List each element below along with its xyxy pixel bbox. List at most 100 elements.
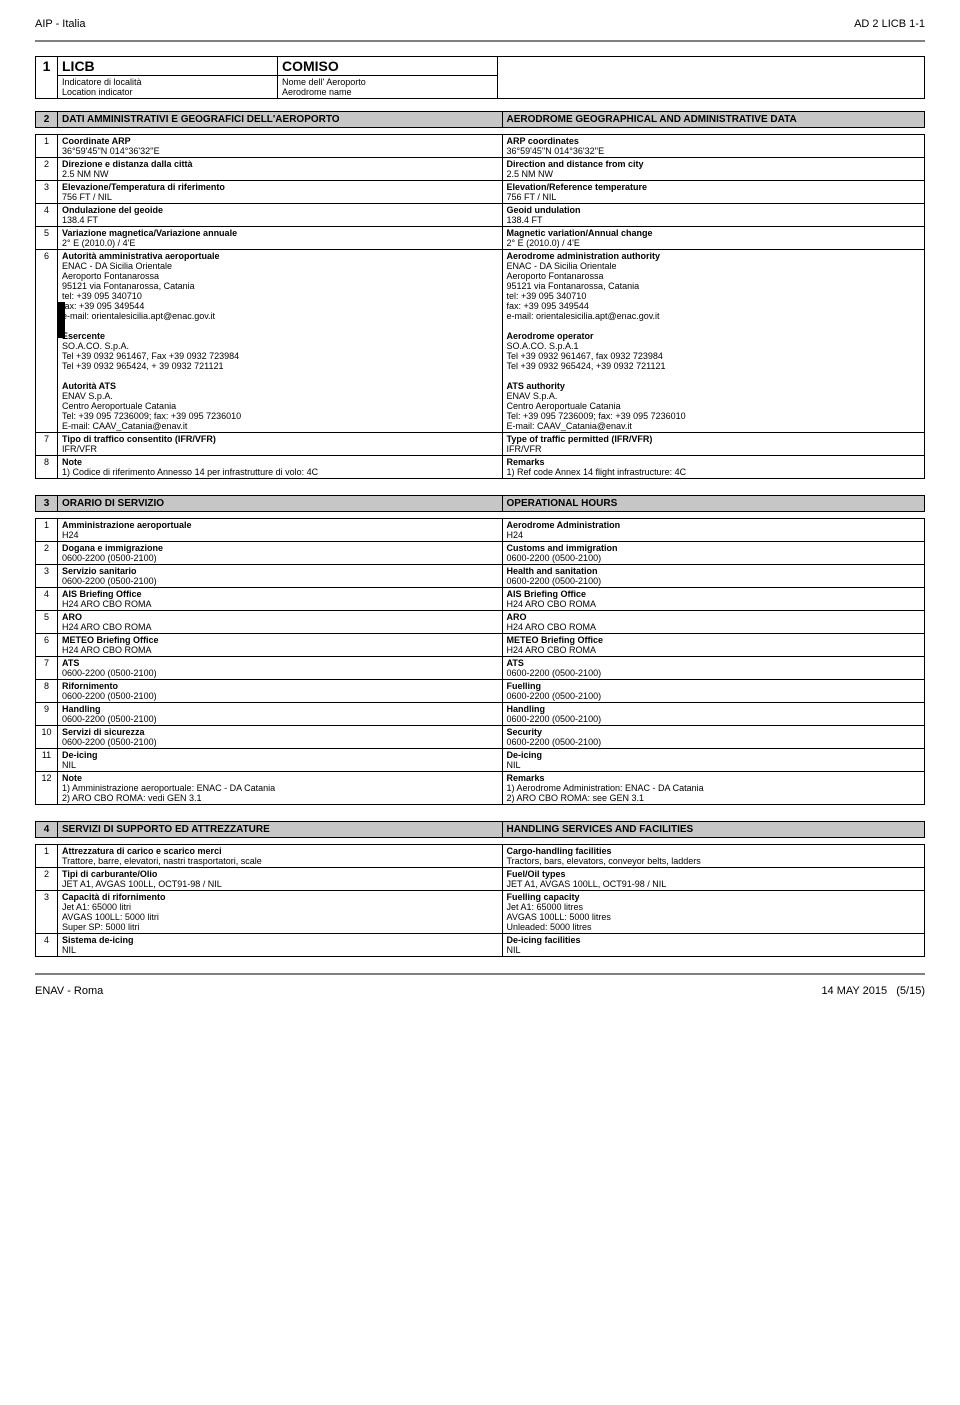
footer-rule	[35, 973, 925, 975]
row-right: Fuel/Oil typesJET A1, AVGAS 100LL, OCT91…	[502, 868, 925, 891]
section-1-table: 1 LICB COMISO Indicatore di località Loc…	[35, 56, 925, 99]
row-left: Amministrazione aeroportualeH24	[58, 519, 503, 542]
s4-title-it: SERVIZI DI SUPPORTO ED ATTREZZATURE	[58, 822, 503, 838]
row-right: De-icing facilitiesNIL	[502, 934, 925, 957]
s2-title-it: DATI AMMINISTRATIVI E GEOGRAFICI DELL'AE…	[58, 112, 503, 128]
s4-title-en: HANDLING SERVICES AND FACILITIES	[502, 822, 925, 838]
row-right: Health and sanitation0600-2200 (0500-210…	[502, 565, 925, 588]
row-num: 2	[36, 158, 58, 181]
section-3-data: 1Amministrazione aeroportualeH24Aerodrom…	[35, 518, 925, 805]
row-left: Handling0600-2200 (0500-2100)	[58, 703, 503, 726]
row-num: 11	[36, 749, 58, 772]
row-left: Tipi di carburante/OlioJET A1, AVGAS 100…	[58, 868, 503, 891]
footer-right: 14 MAY 2015 (5/15)	[821, 985, 925, 997]
row-right: AIS Briefing OfficeH24 ARO CBO ROMA	[502, 588, 925, 611]
row-num: 5	[36, 227, 58, 250]
row-num: 4	[36, 588, 58, 611]
row-left: Servizio sanitario0600-2200 (0500-2100)	[58, 565, 503, 588]
row-left: Direzione e distanza dalla città2.5 NM N…	[58, 158, 503, 181]
row-num: 10	[36, 726, 58, 749]
row-num: 8	[36, 680, 58, 703]
row-left: Coordinate ARP36°59'45''N 014°36'32''E	[58, 135, 503, 158]
footer-left: ENAV - Roma	[35, 985, 103, 997]
page-header: AIP - Italia AD 2 LICB 1-1	[35, 18, 925, 30]
row-num: 1	[36, 519, 58, 542]
row-right: ATS0600-2200 (0500-2100)	[502, 657, 925, 680]
section-2-data: 1Coordinate ARP36°59'45''N 014°36'32''EA…	[35, 134, 925, 479]
row-left: Rifornimento0600-2200 (0500-2100)	[58, 680, 503, 703]
row-left: Sistema de-icingNIL	[58, 934, 503, 957]
section-4-heading: 4 SERVIZI DI SUPPORTO ED ATTREZZATURE HA…	[35, 821, 925, 838]
row-right: Type of traffic permitted (IFR/VFR)IFR/V…	[502, 433, 925, 456]
row-right: Direction and distance from city2.5 NM N…	[502, 158, 925, 181]
row-right: Handling0600-2200 (0500-2100)	[502, 703, 925, 726]
row-num: 5	[36, 611, 58, 634]
row-right: METEO Briefing OfficeH24 ARO CBO ROMA	[502, 634, 925, 657]
row-num: 6	[36, 250, 58, 433]
s1-name: COMISO	[278, 57, 498, 76]
row-right: ARP coordinates36°59'45''N 014°36'32''E	[502, 135, 925, 158]
row-left: Note1) Amministrazione aeroportuale: ENA…	[58, 772, 503, 805]
row-left: AIS Briefing OfficeH24 ARO CBO ROMA	[58, 588, 503, 611]
row-left: METEO Briefing OfficeH24 ARO CBO ROMA	[58, 634, 503, 657]
s2-num: 2	[36, 112, 58, 128]
section-3-heading: 3 ORARIO DI SERVIZIO OPERATIONAL HOURS	[35, 495, 925, 512]
header-rule	[35, 40, 925, 42]
s1-num: 1	[36, 57, 58, 99]
row-right: Aerodrome AdministrationH24	[502, 519, 925, 542]
row-num: 4	[36, 934, 58, 957]
row-num: 2	[36, 542, 58, 565]
s1-blank	[498, 57, 925, 99]
row-left: Capacità di rifornimentoJet A1: 65000 li…	[58, 891, 503, 934]
row-num: 2	[36, 868, 58, 891]
row-num: 1	[36, 135, 58, 158]
s3-title-en: OPERATIONAL HOURS	[502, 496, 925, 512]
row-left: Autorità amministrativa aeroportualeENAC…	[58, 250, 503, 433]
row-left: AROH24 ARO CBO ROMA	[58, 611, 503, 634]
row-num: 3	[36, 565, 58, 588]
row-right: Remarks1) Ref code Annex 14 flight infra…	[502, 456, 925, 479]
row-num: 6	[36, 634, 58, 657]
s1-sub-left: Indicatore di località Location indicato…	[58, 76, 278, 99]
row-num: 4	[36, 204, 58, 227]
row-right: Remarks1) Aerodrome Administration: ENAC…	[502, 772, 925, 805]
header-left: AIP - Italia	[35, 18, 86, 30]
row-right: Magnetic variation/Annual change2° E (20…	[502, 227, 925, 250]
row-left: Ondulazione del geoide138.4 FT	[58, 204, 503, 227]
row-right: De-icingNIL	[502, 749, 925, 772]
row-num: 9	[36, 703, 58, 726]
row-left: Note1) Codice di riferimento Annesso 14 …	[58, 456, 503, 479]
row-right: Fuelling capacityJet A1: 65000 litresAVG…	[502, 891, 925, 934]
black-tab-icon	[57, 302, 65, 338]
row-right: AROH24 ARO CBO ROMA	[502, 611, 925, 634]
s1-sub-right: Nome dell' Aeroporto Aerodrome name	[278, 76, 498, 99]
row-num: 7	[36, 433, 58, 456]
s2-title-en: AERODROME GEOGRAPHICAL AND ADMINISTRATIV…	[502, 112, 925, 128]
row-left: Tipo di traffico consentito (IFR/VFR)IFR…	[58, 433, 503, 456]
s1-code: LICB	[58, 57, 278, 76]
row-right: Elevation/Reference temperature756 FT / …	[502, 181, 925, 204]
row-left: Servizi di sicurezza0600-2200 (0500-2100…	[58, 726, 503, 749]
row-num: 3	[36, 181, 58, 204]
row-right: Geoid undulation138.4 FT	[502, 204, 925, 227]
row-num: 3	[36, 891, 58, 934]
page-footer: ENAV - Roma 14 MAY 2015 (5/15)	[35, 985, 925, 997]
s3-num: 3	[36, 496, 58, 512]
header-right: AD 2 LICB 1-1	[854, 18, 925, 30]
row-right: Customs and immigration0600-2200 (0500-2…	[502, 542, 925, 565]
row-left: Dogana e immigrazione0600-2200 (0500-210…	[58, 542, 503, 565]
row-left: Attrezzatura di carico e scarico merciTr…	[58, 845, 503, 868]
row-left: De-icingNIL	[58, 749, 503, 772]
row-left: Variazione magnetica/Variazione annuale2…	[58, 227, 503, 250]
row-left: ATS0600-2200 (0500-2100)	[58, 657, 503, 680]
s4-num: 4	[36, 822, 58, 838]
section-2-heading: 2 DATI AMMINISTRATIVI E GEOGRAFICI DELL'…	[35, 111, 925, 128]
s3-title-it: ORARIO DI SERVIZIO	[58, 496, 503, 512]
row-num: 12	[36, 772, 58, 805]
row-num: 8	[36, 456, 58, 479]
row-right: Cargo-handling facilitiesTractors, bars,…	[502, 845, 925, 868]
row-num: 1	[36, 845, 58, 868]
row-left: Elevazione/Temperatura di riferimento756…	[58, 181, 503, 204]
row-right: Fuelling0600-2200 (0500-2100)	[502, 680, 925, 703]
section-4-data: 1Attrezzatura di carico e scarico merciT…	[35, 844, 925, 957]
